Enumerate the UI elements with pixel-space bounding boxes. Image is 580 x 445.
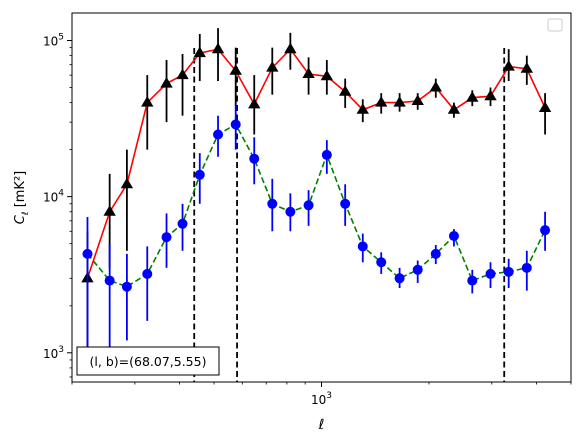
y-tick-label-2-exp: 5: [58, 32, 64, 42]
series-0-point-6: [193, 46, 206, 58]
series-1-point-0: [82, 248, 93, 259]
legend-box: [547, 18, 563, 32]
series-0-point-15: [356, 103, 369, 114]
y-tick-label-1-exp: 4: [58, 189, 64, 199]
x-tick-label-0-exp: 3: [326, 391, 332, 401]
x-tick-label-0-base: 10: [311, 393, 326, 407]
series-1-point-13: [321, 149, 332, 160]
annotation-text: (l, b)=(68.07,5.55): [90, 354, 207, 369]
series-0-point-4: [160, 77, 173, 88]
series-1-point-8: [230, 119, 241, 130]
series-0-point-3: [141, 96, 154, 107]
series-0-point-10: [266, 61, 279, 72]
series-1-point-17: [394, 273, 405, 284]
series-1-point-6: [194, 169, 205, 180]
series-1-point-10: [267, 198, 278, 209]
series-0-point-1: [103, 205, 116, 216]
annotation-box: [76, 346, 220, 376]
series-0-point-24: [520, 62, 533, 73]
series-1-point-22: [485, 268, 496, 279]
series-1-point-12: [303, 200, 314, 211]
series-0-point-21: [466, 91, 479, 102]
series-0-point-8: [229, 64, 242, 75]
plot-content: [81, 28, 552, 382]
series-1-point-9: [249, 153, 260, 164]
series-0-point-16: [375, 96, 388, 107]
x-axis-label: ℓ: [318, 417, 325, 433]
series-0-point-12: [302, 67, 315, 79]
series-0-point-20: [447, 103, 461, 114]
y-axis-label-subscript: ℓ: [21, 211, 31, 216]
y-tick-label-1-base: 10: [43, 191, 58, 205]
series-0-point-9: [248, 97, 261, 109]
axes-frame: [71, 12, 572, 383]
series-1-point-15: [357, 241, 368, 252]
series-1-point-25: [540, 225, 551, 236]
series-0-point-19: [429, 81, 442, 92]
y-tick-label-0-exp: 3: [58, 345, 64, 355]
x-tick-label-0: 103: [311, 391, 332, 407]
series-1-point-21: [467, 275, 478, 286]
series-1-point-14: [340, 198, 351, 209]
series-1-point-3: [142, 268, 153, 279]
series-1-point-2: [121, 281, 132, 292]
series-0-point-7: [211, 42, 225, 54]
y-tick-label-0: 103: [43, 345, 64, 361]
y-axis-label: Cℓ [mK²]: [13, 171, 31, 224]
y-axis-label-unit: [mK²]: [13, 171, 28, 212]
y-tick-label-1: 104: [43, 189, 64, 205]
series-1-point-23: [503, 266, 514, 277]
y-tick-label-2: 105: [43, 32, 64, 48]
series-1-point-20: [448, 230, 459, 241]
series-0-point-23: [502, 60, 515, 71]
series-1-point-7: [213, 129, 224, 140]
series-0-point-14: [339, 85, 352, 96]
series-0-point-2: [120, 177, 134, 189]
y-axis-label-symbol: C: [13, 214, 28, 224]
series-1-point-5: [177, 218, 188, 229]
series-1-point-19: [430, 248, 441, 259]
y-tick-label-2-base: 10: [43, 34, 58, 48]
series-1-point-16: [376, 257, 387, 268]
series-0-line: [86, 47, 546, 279]
series-1-point-11: [285, 206, 296, 217]
series-0-point-17: [393, 96, 406, 107]
series-1-point-24: [521, 262, 532, 273]
series-0-point-5: [176, 68, 189, 80]
plot-layer: [81, 28, 552, 382]
series-1-point-1: [104, 275, 115, 286]
series-0-point-22: [484, 89, 497, 101]
series-0-point-11: [284, 42, 297, 54]
series-0-point-13: [320, 69, 334, 81]
series-0-point-18: [411, 94, 424, 105]
series-0-point-25: [538, 101, 552, 112]
series-1-point-18: [412, 264, 423, 275]
series-1-line: [86, 123, 546, 288]
y-tick-label-0-base: 10: [43, 347, 58, 361]
series-1-point-4: [161, 232, 172, 243]
